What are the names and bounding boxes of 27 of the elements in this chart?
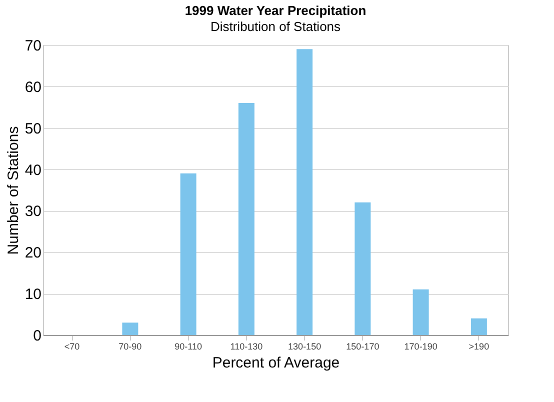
x-tick-label: 90-110: [174, 342, 202, 352]
chart-title: 1999 Water Year Precipitation: [184, 3, 366, 18]
bar: [238, 103, 254, 335]
x-tick-label: >190: [468, 342, 490, 352]
y-tick-label: 10: [24, 286, 42, 304]
y-tick-label: 30: [24, 203, 42, 220]
x-tick-label: 110-130: [230, 342, 263, 352]
y-tick-label: 40: [24, 162, 42, 179]
bar: [180, 173, 196, 335]
x-tick-label: 170-190: [404, 342, 438, 352]
chart-subtitle: Distribution of Stations: [210, 19, 342, 34]
bar: [470, 318, 487, 335]
bar: [296, 49, 313, 335]
bar: [122, 322, 138, 335]
y-tick-label: 50: [24, 120, 42, 138]
y-tick-label: 20: [24, 244, 42, 262]
x-tick-label: 130-150: [288, 342, 322, 352]
x-tick-label: <70: [64, 342, 80, 352]
y-tick-label: 70: [24, 38, 42, 54]
y-tick-label: 0: [33, 328, 42, 344]
bar: [354, 202, 371, 335]
y-tick-label: 60: [24, 78, 42, 96]
bar: [412, 289, 429, 335]
x-tick-label: 70-90: [118, 342, 142, 352]
x-axis-title: Percent of Average: [212, 354, 340, 372]
y-axis-title: Number of Stations: [4, 126, 22, 255]
x-tick-label: 150-170: [346, 342, 380, 352]
